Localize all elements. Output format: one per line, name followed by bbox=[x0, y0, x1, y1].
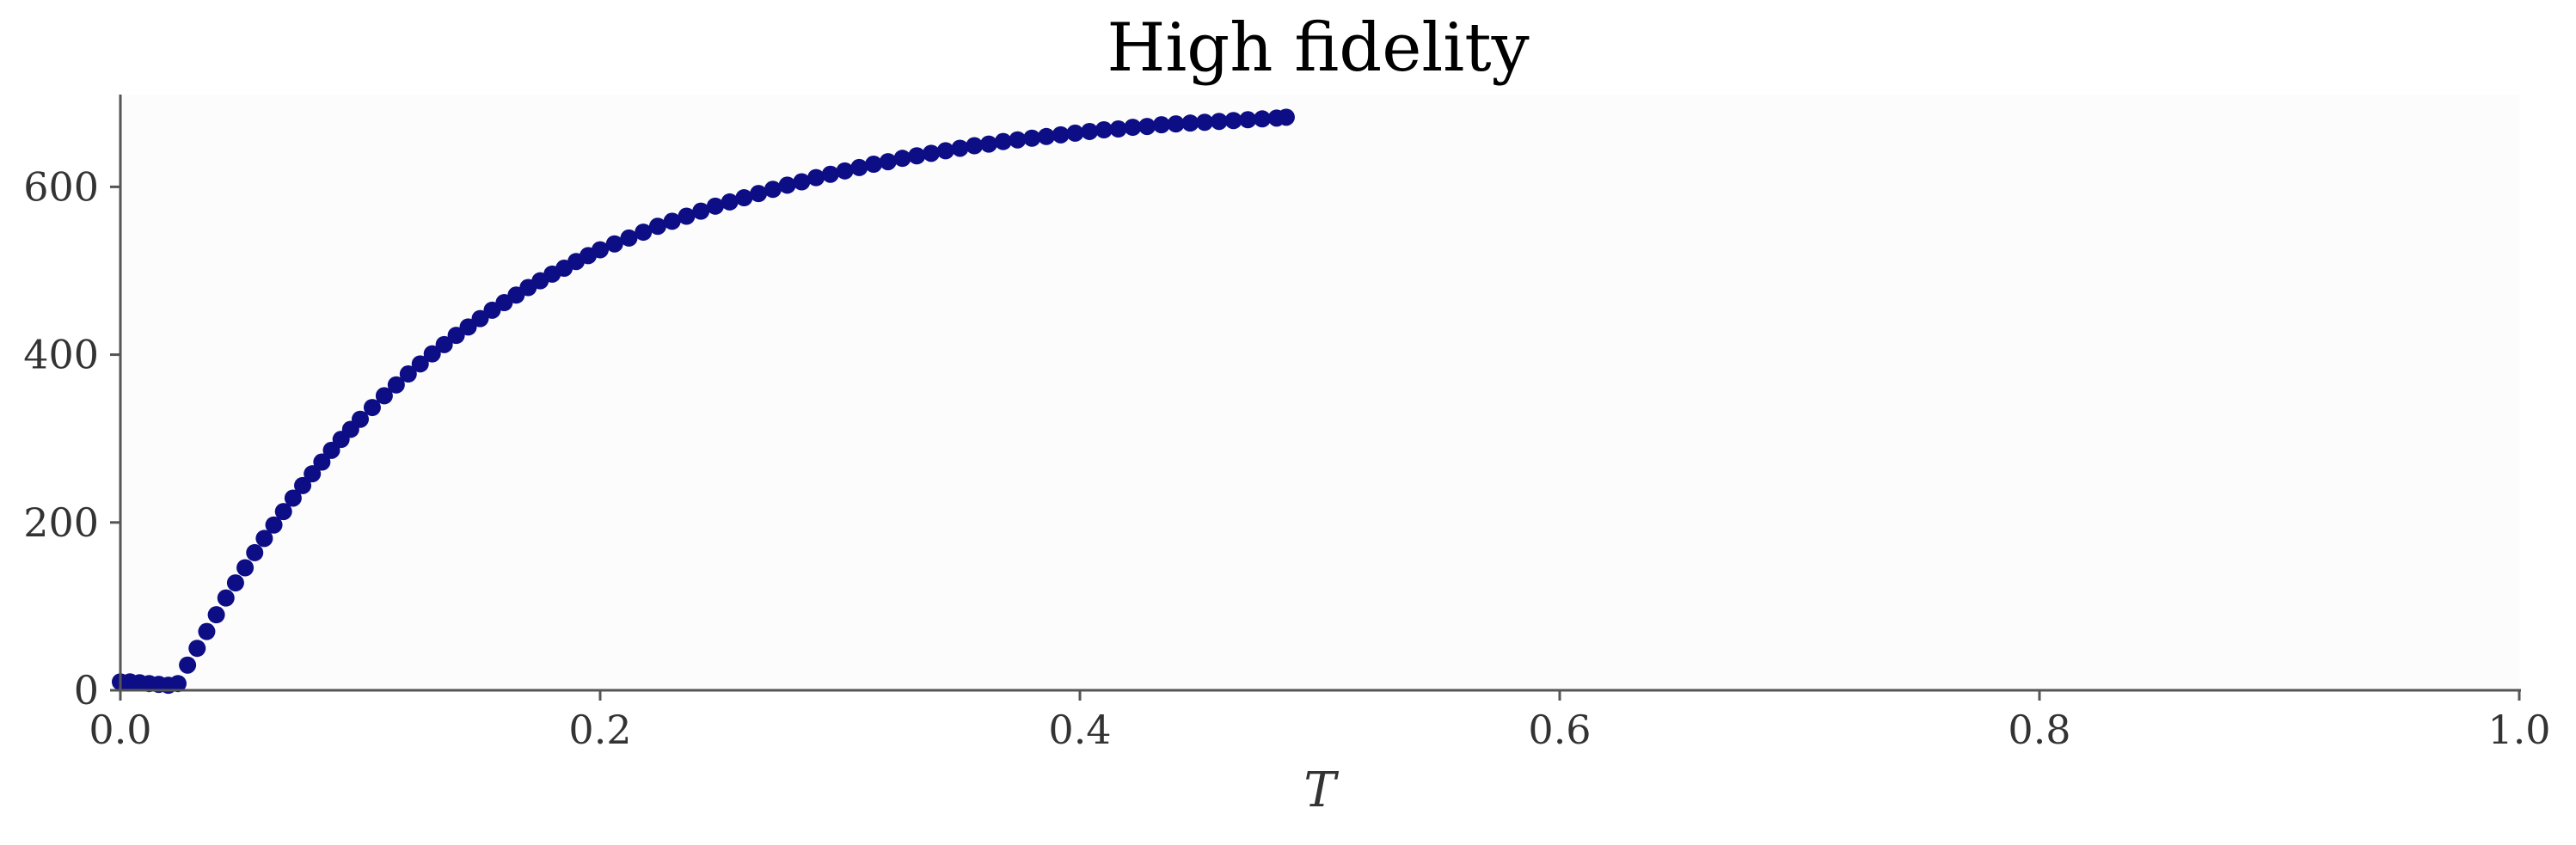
data-point bbox=[1095, 120, 1113, 138]
data-point bbox=[807, 168, 825, 187]
y-tick-label: 0 bbox=[74, 667, 99, 713]
data-points bbox=[112, 108, 1295, 695]
data-point bbox=[459, 318, 477, 336]
data-point bbox=[994, 132, 1012, 150]
data-point bbox=[188, 640, 206, 658]
data-point bbox=[265, 516, 283, 534]
data-point bbox=[966, 137, 984, 155]
data-point bbox=[1152, 116, 1170, 134]
x-axis-label: T bbox=[1303, 762, 1339, 818]
data-point bbox=[620, 229, 638, 247]
data-point bbox=[706, 197, 724, 215]
x-tick-label: 1.0 bbox=[2487, 707, 2550, 753]
data-point bbox=[363, 399, 381, 417]
data-point bbox=[721, 193, 739, 211]
data-point bbox=[1109, 120, 1127, 138]
data-point bbox=[836, 162, 854, 180]
x-tick-label: 0.8 bbox=[2008, 707, 2070, 753]
data-point bbox=[1224, 112, 1242, 130]
data-point bbox=[735, 189, 753, 207]
data-point bbox=[1037, 127, 1055, 145]
data-point bbox=[411, 355, 429, 373]
data-point bbox=[1081, 122, 1099, 140]
data-point bbox=[304, 465, 322, 483]
y-ticks: 0 200 400 600 bbox=[23, 163, 120, 713]
data-point bbox=[1254, 110, 1272, 128]
data-point bbox=[635, 223, 653, 242]
data-point bbox=[1009, 131, 1027, 149]
y-tick-label: 400 bbox=[23, 332, 99, 378]
data-point bbox=[663, 212, 681, 230]
data-point bbox=[1023, 129, 1041, 147]
data-point bbox=[284, 489, 302, 507]
x-tick-label: 0.6 bbox=[1528, 707, 1591, 753]
data-point bbox=[750, 185, 768, 203]
plot-background bbox=[120, 95, 2519, 690]
x-tick-label: 0.0 bbox=[89, 707, 151, 753]
data-point bbox=[207, 606, 225, 624]
data-point bbox=[246, 543, 264, 561]
data-point bbox=[1277, 108, 1295, 126]
data-point bbox=[217, 589, 235, 607]
data-point bbox=[255, 530, 273, 548]
x-ticks: 0.0 0.2 0.4 0.6 0.8 1.0 bbox=[89, 690, 2551, 753]
data-point bbox=[979, 135, 997, 153]
data-point bbox=[387, 376, 405, 394]
data-point bbox=[678, 207, 696, 225]
data-point bbox=[447, 327, 465, 345]
data-point bbox=[764, 181, 782, 199]
data-point bbox=[923, 144, 941, 162]
data-point bbox=[1052, 126, 1070, 144]
data-point bbox=[226, 574, 244, 592]
data-point bbox=[692, 202, 710, 220]
data-point bbox=[1181, 114, 1199, 132]
data-point bbox=[236, 559, 255, 577]
data-point bbox=[778, 176, 796, 194]
data-point bbox=[951, 139, 969, 157]
data-point bbox=[1239, 111, 1257, 129]
data-point bbox=[399, 365, 417, 383]
data-point bbox=[1210, 113, 1228, 131]
data-point bbox=[294, 476, 312, 494]
data-point bbox=[274, 503, 292, 521]
data-point bbox=[423, 345, 441, 363]
chart-title: High fidelity bbox=[1107, 9, 1529, 87]
data-point bbox=[435, 335, 453, 353]
data-point bbox=[605, 235, 623, 253]
data-point bbox=[936, 142, 954, 160]
data-point bbox=[179, 656, 197, 674]
data-point bbox=[352, 410, 369, 428]
data-point bbox=[850, 158, 868, 176]
y-tick-label: 600 bbox=[23, 163, 99, 210]
data-point bbox=[1167, 115, 1185, 133]
data-point bbox=[879, 153, 897, 171]
data-point bbox=[471, 309, 489, 328]
data-point bbox=[1066, 124, 1084, 142]
data-point bbox=[1124, 119, 1142, 137]
data-point bbox=[908, 147, 926, 165]
data-point bbox=[793, 173, 811, 191]
x-tick-label: 0.2 bbox=[568, 707, 631, 753]
data-point bbox=[1138, 118, 1156, 136]
data-point bbox=[169, 675, 187, 693]
data-point bbox=[592, 241, 609, 259]
data-point bbox=[893, 150, 911, 168]
x-tick-label: 0.4 bbox=[1048, 707, 1111, 753]
data-point bbox=[1196, 113, 1214, 132]
y-tick-label: 200 bbox=[23, 499, 99, 546]
data-point bbox=[313, 453, 331, 471]
data-point bbox=[198, 622, 216, 640]
data-point bbox=[648, 217, 666, 236]
data-point bbox=[821, 165, 839, 183]
data-point bbox=[375, 387, 393, 405]
data-point bbox=[865, 156, 883, 174]
